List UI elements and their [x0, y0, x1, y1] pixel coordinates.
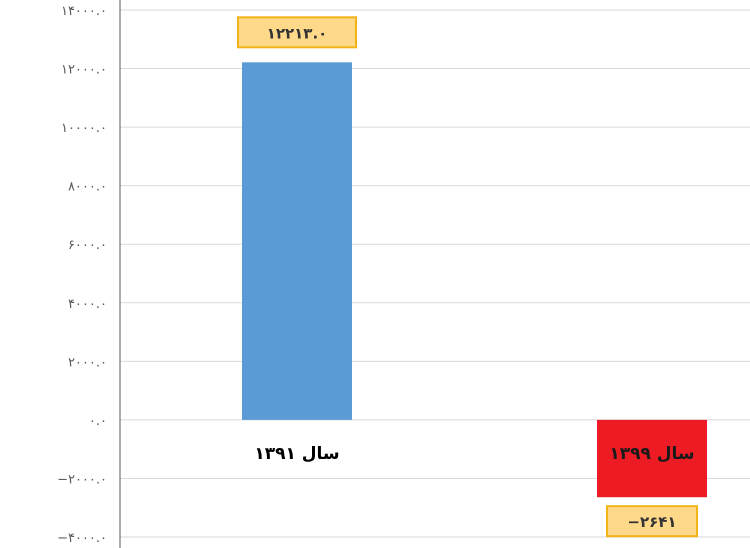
- data-label-box: [237, 16, 357, 49]
- y-tick-label: ۶۰۰۰.۰: [68, 238, 107, 253]
- category-label: سال ۱۳۹۱: [254, 444, 339, 464]
- y-tick-label: −۴۰۰۰.۰: [57, 531, 107, 546]
- y-tick-label: ۲۰۰۰.۰: [68, 355, 107, 370]
- y-tick-label: ۱۴۰۰۰.۰: [61, 4, 107, 19]
- category-labels: سال ۱۳۹۱ سال ۱۳۹۹: [254, 444, 694, 464]
- data-label-box: [606, 505, 698, 538]
- category-label: سال ۱۳۹۹: [609, 444, 694, 464]
- y-axis-tick-labels: −۴۰۰۰.۰ −۲۰۰۰.۰ ۰.۰ ۲۰۰۰.۰ ۴۰۰۰.۰ ۶۰۰۰.۰ ۸۰۰۰.…: [57, 4, 107, 546]
- data-label: ۱۲۲۱۳.۰: [267, 24, 328, 42]
- y-tick-label: −۲۰۰۰.۰: [57, 472, 107, 487]
- y-tick-label: ۸۰۰۰.۰: [68, 180, 107, 195]
- y-tick-label: ۱۰۰۰۰.۰: [61, 121, 107, 136]
- bars: [242, 62, 707, 498]
- y-tick-label: ۴۰۰۰.۰: [68, 297, 107, 312]
- y-tick-label: ۰.۰: [89, 414, 107, 429]
- bar: [242, 62, 352, 420]
- data-label: −۲۶۴۱: [627, 513, 676, 531]
- y-tick-label: ۱۲۰۰۰.۰: [61, 63, 107, 78]
- bar: [597, 419, 707, 498]
- gridlines: [120, 9, 750, 538]
- data-labels: ۱۲۲۱۳.۰ −۲۶۴۱: [237, 16, 698, 538]
